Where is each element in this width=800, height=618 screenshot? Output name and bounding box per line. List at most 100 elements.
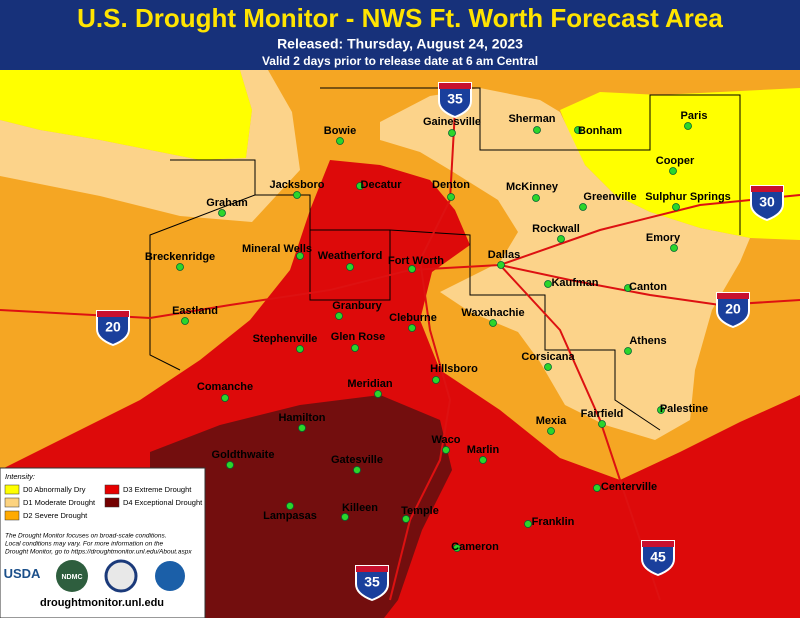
city-label: Meridian	[347, 378, 393, 390]
city-label: Gatesville	[331, 454, 383, 466]
d0-area	[0, 70, 252, 160]
legend-label: D0 Abnormally Dry	[23, 485, 86, 494]
interstate-shield	[716, 292, 750, 329]
city-label: Killeen	[342, 502, 378, 514]
city-dot	[547, 427, 555, 435]
legend: D0 Abnormally Dry D1 Moderate Drought D2 S…	[4, 484, 203, 521]
interstate-number: 30	[759, 194, 775, 210]
city-label: Fairfield	[581, 408, 624, 420]
city-dot	[293, 191, 301, 199]
city-label: Goldthwaite	[212, 449, 275, 461]
legend-note: Local conditions may vary. For more info…	[5, 541, 164, 548]
city-dot	[598, 420, 606, 428]
city-dot	[579, 203, 587, 211]
city-label: Temple	[401, 505, 439, 517]
city-dot	[672, 203, 680, 211]
city-dot	[593, 484, 601, 492]
d4-area	[150, 395, 452, 618]
city-label: Paris	[681, 110, 708, 122]
city-dot	[657, 406, 665, 414]
city-dot	[336, 137, 344, 145]
city-dot	[557, 235, 565, 243]
legend-swatch	[4, 510, 20, 521]
city-dot	[341, 513, 349, 521]
city-dot	[524, 520, 532, 528]
city-dot	[432, 376, 440, 384]
city-dot	[442, 446, 450, 454]
legend-label: D2 Severe Drought	[23, 511, 88, 520]
city-dot	[346, 263, 354, 271]
city-dot	[533, 126, 541, 134]
legend-box	[0, 467, 206, 618]
legend-title: Intensity:	[5, 472, 35, 481]
city-label: Palestine	[660, 403, 708, 415]
city-dot	[221, 394, 229, 402]
city-dot	[574, 126, 582, 134]
cities: Bowie Gainesville Sherman Bonham Paris Cooper…	[145, 110, 731, 553]
city-label: Cooper	[656, 155, 695, 167]
interstate-number: 20	[105, 319, 121, 335]
city-label: Lampasas	[263, 510, 317, 522]
city-label: Rockwall	[532, 223, 580, 235]
city-dot	[447, 193, 455, 201]
city-dot	[402, 515, 410, 523]
city-dot	[624, 284, 632, 292]
city-dot	[489, 319, 497, 327]
legend-note: The Drought Monitor focuses on broad-sca…	[5, 533, 167, 540]
legend-label: D3 Extreme Drought	[123, 485, 192, 494]
city-dot	[356, 182, 364, 190]
city-dot	[544, 280, 552, 288]
city-dot	[670, 244, 678, 252]
city-dot	[408, 324, 416, 332]
city-label: Sherman	[508, 113, 555, 125]
interstate-top	[717, 293, 749, 299]
city-dot	[544, 363, 552, 371]
city-dot	[286, 502, 294, 510]
city-label: Kaufman	[551, 277, 598, 289]
legend-note: Drought Monitor, go to https://droughtmo…	[5, 549, 192, 556]
valid: Valid 2 days prior to release date at 6 …	[262, 54, 538, 68]
doc-logo	[104, 559, 138, 593]
city-dot	[497, 261, 505, 269]
d1-area	[380, 88, 750, 440]
city-label: Cleburne	[389, 312, 437, 324]
city-label: Granbury	[332, 300, 382, 312]
city-label: Denton	[432, 179, 470, 191]
interstate-shield	[355, 565, 389, 602]
header-band	[0, 0, 800, 70]
city-dot	[296, 345, 304, 353]
ndmc-logo	[56, 560, 88, 592]
legend-label: D4 Exceptional Drought	[123, 498, 203, 507]
d1-area	[0, 70, 300, 222]
interstate-shield	[96, 310, 130, 347]
ndmc-logo-text: NDMC	[62, 574, 83, 581]
legend-swatch	[104, 497, 120, 508]
interstate-top	[439, 83, 471, 89]
interstate-number: 45	[650, 549, 666, 565]
city-dot	[296, 252, 304, 260]
interstate-top	[97, 311, 129, 317]
city-label: Athens	[629, 335, 666, 347]
city-label: McKinney	[506, 181, 559, 193]
released: Released: Thursday, August 24, 2023	[277, 36, 523, 52]
usda-logo: USDA	[4, 566, 41, 581]
city-label: Mexia	[536, 415, 567, 427]
interstate-number: 35	[364, 574, 380, 590]
city-label: Emory	[646, 232, 681, 244]
city-label: Marlin	[467, 444, 500, 456]
interstate-shield	[750, 185, 784, 222]
city-label: Cameron	[451, 541, 499, 553]
city-label: Canton	[629, 281, 667, 293]
city-dot	[351, 344, 359, 352]
interstate-top	[751, 186, 783, 192]
city-label: Corsicana	[521, 351, 575, 363]
city-dot	[226, 461, 234, 469]
interstate-top	[642, 541, 674, 547]
city-label: Fort Worth	[388, 255, 444, 267]
city-label: Bonham	[578, 125, 622, 137]
noaa-logo	[155, 561, 185, 591]
interstate-number: 20	[725, 301, 741, 317]
interstates: 35 30 20 20 35 45	[96, 82, 784, 602]
city-label: Waxahachie	[461, 307, 524, 319]
